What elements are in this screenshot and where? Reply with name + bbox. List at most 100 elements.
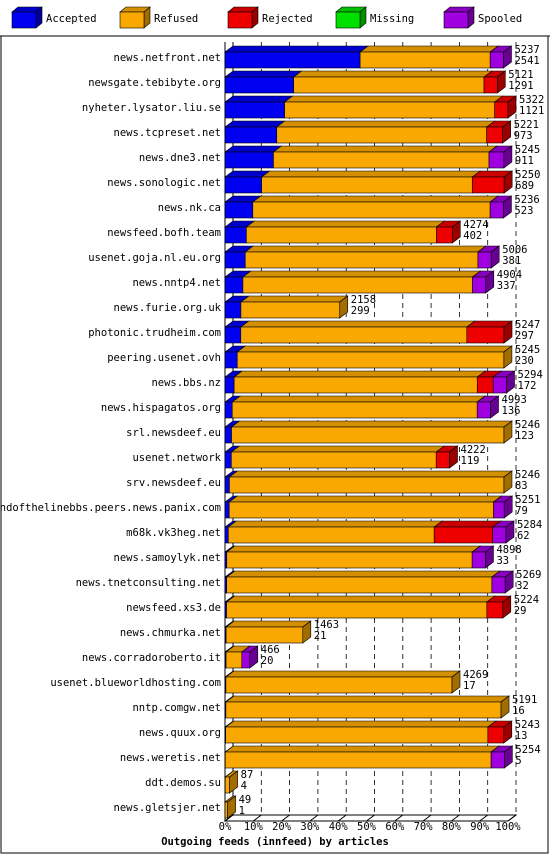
bar-segment xyxy=(224,801,228,819)
accepted-label: 20 xyxy=(261,655,274,667)
total-label: 5294 xyxy=(518,369,543,381)
bar-segment xyxy=(233,376,478,394)
bar-segment xyxy=(471,551,486,569)
bar-segment-top xyxy=(239,320,476,328)
bar-segment xyxy=(226,601,488,619)
accepted-label: 16 xyxy=(512,705,525,717)
accepted-label: 523 xyxy=(514,205,533,217)
bar-segment xyxy=(224,176,262,194)
bar-segment-top xyxy=(225,670,461,678)
bar-segment xyxy=(241,651,251,669)
y-tick-label: news.hispagatos.org xyxy=(101,402,221,414)
tick-mark xyxy=(366,814,375,822)
accepted-label: 1291 xyxy=(508,80,533,92)
total-label: 5245 xyxy=(515,344,540,356)
bar-side xyxy=(502,120,511,144)
tick-mark xyxy=(309,814,319,822)
bar-side xyxy=(485,545,494,569)
x-tick-label: 20% xyxy=(272,821,292,833)
bar-segment xyxy=(436,226,453,244)
bar-segment-top xyxy=(225,570,501,578)
total-label: 5246 xyxy=(515,419,540,431)
total-label: 4993 xyxy=(502,394,527,406)
bar-segment xyxy=(276,126,487,144)
total-label: 87 xyxy=(241,769,254,781)
y-tick-label: usenet.network xyxy=(132,452,221,464)
accepted-label: 21 xyxy=(314,630,327,642)
legend-label: Missing xyxy=(370,13,414,25)
bar-segment-top xyxy=(224,45,370,53)
legend-swatch xyxy=(227,11,253,29)
bar-segment xyxy=(231,451,437,469)
bar-side xyxy=(227,795,236,819)
y-tick-label: news.samoylyk.net xyxy=(114,552,221,564)
y-tick-label: news.nk.ca xyxy=(158,202,221,214)
total-label: 5224 xyxy=(514,594,539,606)
total-label: 5322 xyxy=(519,94,544,106)
accepted-label: 381 xyxy=(502,255,521,267)
bar-segment xyxy=(224,101,285,119)
bar-segment-top xyxy=(359,45,500,53)
bar-segment xyxy=(228,501,494,519)
bar-segment-top xyxy=(272,145,498,153)
bar-segment-top xyxy=(233,370,487,378)
accepted-label: 17 xyxy=(463,680,476,692)
bar-segment xyxy=(224,351,238,369)
bar-segment xyxy=(224,251,246,269)
bar-segment xyxy=(242,276,473,294)
bar-segment xyxy=(476,376,494,394)
y-tick-label: srl.newsdeef.eu xyxy=(126,427,221,439)
bar-segment xyxy=(433,526,493,544)
bar-segment xyxy=(244,251,479,269)
bar-segment xyxy=(225,676,453,694)
accepted-label: 5 xyxy=(515,755,521,767)
bar-side xyxy=(249,645,259,669)
tick-mark xyxy=(422,814,432,822)
accepted-label: 33 xyxy=(496,555,509,567)
bar-segment xyxy=(488,151,505,169)
accepted-label: 1121 xyxy=(519,105,544,117)
total-label: 4222 xyxy=(461,444,486,456)
y-tick-label: news.nntp4.net xyxy=(132,277,221,289)
y-tick-label: nntp.comgw.net xyxy=(132,702,221,714)
bar-side xyxy=(503,420,513,444)
bar-segment-top xyxy=(239,295,349,303)
bar-side xyxy=(503,45,512,69)
x-tick-label: 70% xyxy=(414,821,434,833)
accepted-label: 79 xyxy=(515,505,528,517)
bar-segment xyxy=(477,251,492,269)
x-tick-label: 10% xyxy=(244,821,264,833)
x-tick-label: 90% xyxy=(470,821,490,833)
legend-label: Rejected xyxy=(262,13,313,25)
bar-segment-top xyxy=(227,520,444,528)
accepted-label: 2541 xyxy=(514,55,539,67)
bar-segment xyxy=(224,376,235,394)
y-tick-label: newsgate.tebibyte.org xyxy=(88,77,221,89)
bar-segment xyxy=(487,726,505,744)
bar-segment xyxy=(486,601,504,619)
bar-segment xyxy=(224,201,254,219)
bar-segment xyxy=(224,776,230,794)
bar-segment xyxy=(229,476,505,494)
bar-segment-top xyxy=(225,595,496,603)
bar-segment xyxy=(226,551,473,569)
y-tick-label: usenet.blueworldhosting.com xyxy=(50,677,221,689)
y-tick-label: news.corradoroberto.it xyxy=(82,652,221,664)
bar-segment xyxy=(252,201,491,219)
legend-swatch xyxy=(11,11,37,29)
bar-side xyxy=(502,595,512,619)
total-label: 4904 xyxy=(497,269,522,281)
bar-segment xyxy=(492,526,507,544)
legend-label: Refused xyxy=(154,13,198,25)
bar-segment-top xyxy=(224,695,510,703)
accepted-label: 13 xyxy=(515,730,528,742)
total-label: 1463 xyxy=(314,619,339,631)
bar-segment xyxy=(225,651,243,669)
y-tick-label: nyheter.lysator.liu.se xyxy=(82,102,221,114)
bar-side xyxy=(500,695,510,719)
y-tick-label: news.dne3.net xyxy=(139,152,221,164)
bar-side xyxy=(497,70,506,94)
total-label: 5121 xyxy=(508,69,533,81)
bar-segment xyxy=(471,176,505,194)
y-tick-label: newsfeed.xs3.de xyxy=(126,602,221,614)
